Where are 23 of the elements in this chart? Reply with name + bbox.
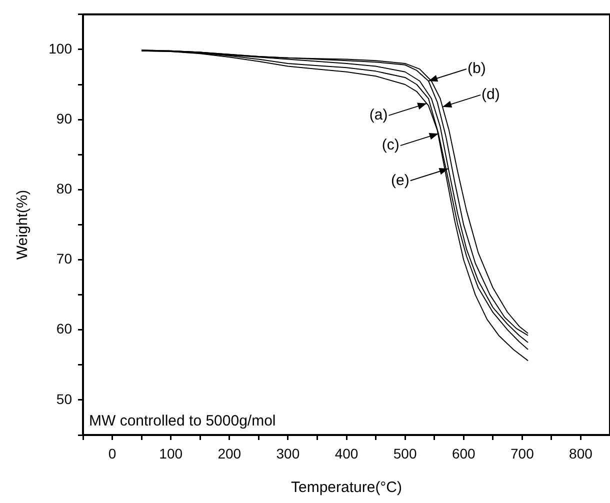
x-tick-label: 700 — [510, 445, 534, 462]
y-tick-label: 50 — [56, 390, 72, 407]
x-axis-title: Temperature(°C) — [290, 479, 402, 496]
x-tick-label: 500 — [393, 445, 417, 462]
x-tick-label: 0 — [108, 445, 116, 462]
y-tick-label: 70 — [56, 250, 72, 267]
x-tick-label: 800 — [569, 445, 593, 462]
x-tick-label: 400 — [334, 445, 358, 462]
x-tick-label: 200 — [218, 445, 242, 462]
annotation: (a) — [369, 106, 388, 124]
annotation: (b) — [467, 60, 486, 78]
y-axis-title: Weight(%) — [14, 190, 32, 260]
annotation: (e) — [391, 172, 410, 189]
y-tick-label: 90 — [56, 110, 72, 126]
annotation: MW controlled to 5000g/mol — [89, 412, 276, 430]
x-tick-label: 300 — [276, 445, 300, 462]
y-tick-label: 100 — [48, 40, 72, 56]
y-tick-label: 60 — [56, 320, 72, 337]
x-tick-label: 600 — [452, 445, 476, 462]
annotation: (d) — [482, 86, 500, 104]
annotation: (c) — [382, 136, 400, 154]
x-tick-label: 100 — [159, 445, 183, 462]
y-tick-label: 80 — [56, 180, 72, 197]
